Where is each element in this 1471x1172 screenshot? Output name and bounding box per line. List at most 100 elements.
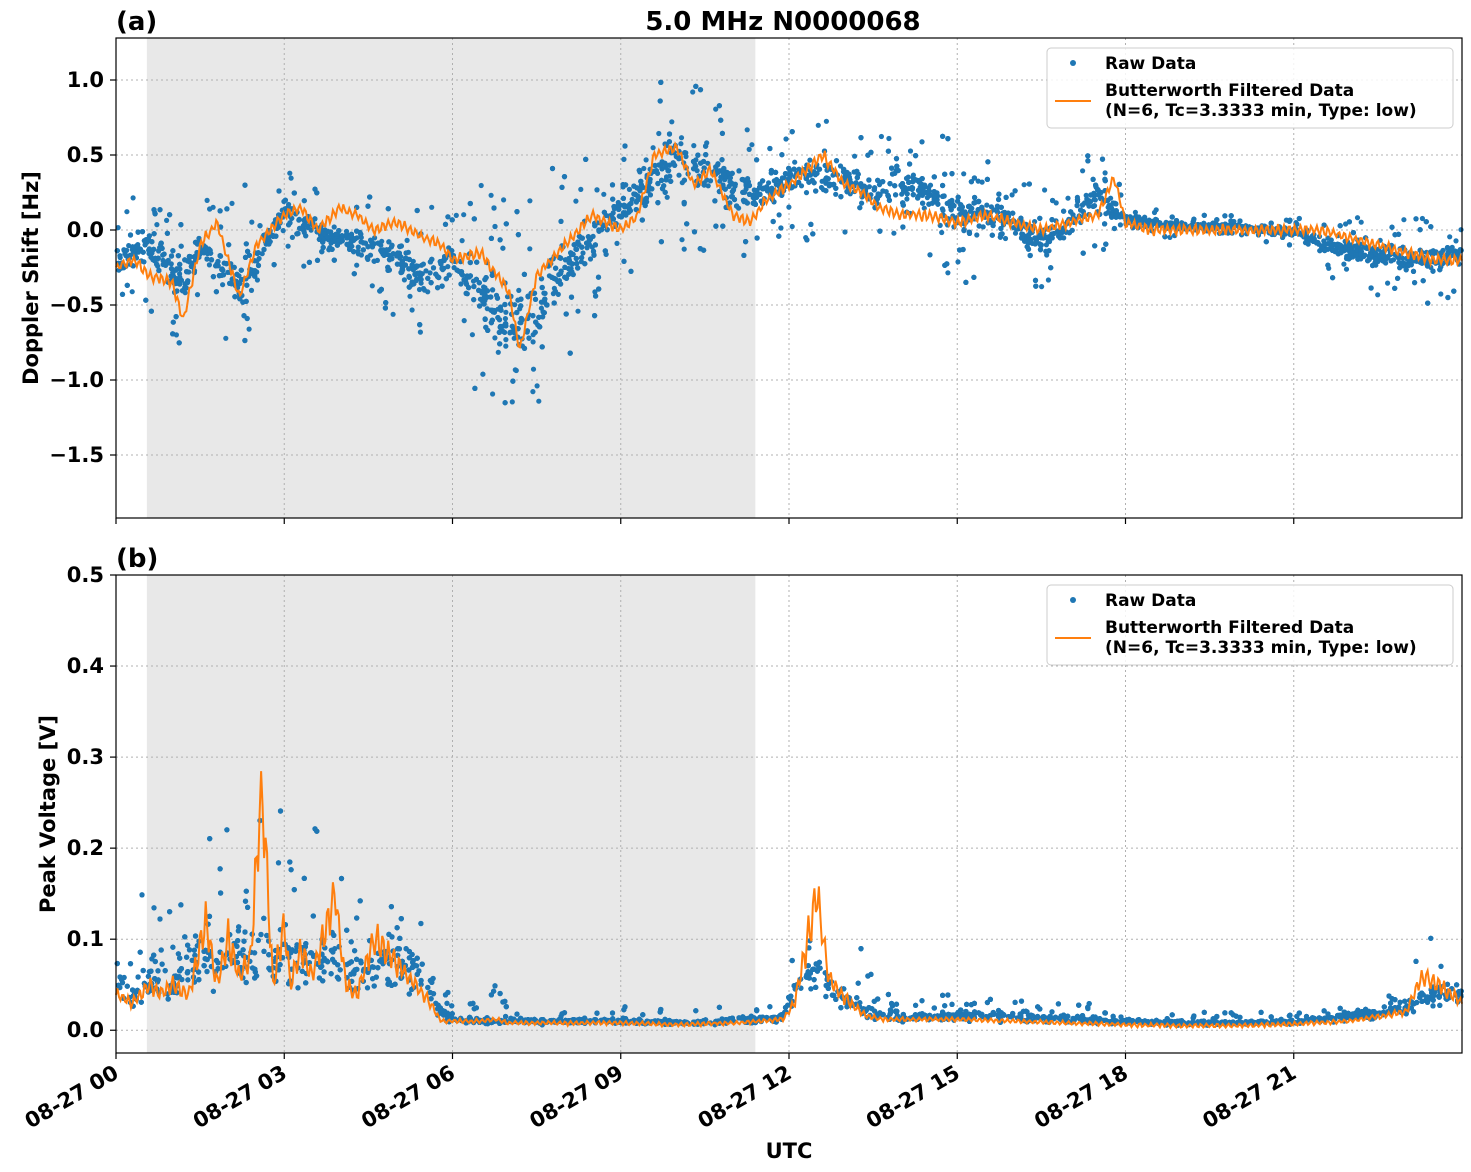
- raw-data-point: [473, 276, 479, 282]
- raw-data-point: [996, 191, 1002, 197]
- raw-data-point: [496, 317, 503, 323]
- raw-data-point: [427, 259, 433, 265]
- raw-data-point: [246, 326, 252, 332]
- raw-data-point: [1328, 243, 1334, 249]
- raw-data-point: [428, 280, 434, 286]
- raw-data-point: [503, 337, 509, 343]
- raw-data-point: [1043, 248, 1049, 254]
- raw-data-point: [544, 302, 550, 308]
- raw-data-point: [641, 165, 647, 172]
- raw-data-point: [463, 290, 469, 296]
- raw-data-point: [503, 221, 509, 227]
- raw-data-point: [285, 243, 291, 249]
- raw-data-point: [658, 239, 665, 245]
- raw-data-point: [942, 262, 948, 268]
- raw-data-point: [705, 183, 711, 189]
- raw-data-point: [539, 344, 545, 350]
- raw-data-point: [398, 243, 404, 249]
- raw-data-point: [676, 172, 682, 178]
- raw-data-point: [512, 302, 518, 308]
- raw-data-point: [594, 187, 600, 193]
- raw-data-point: [530, 339, 536, 345]
- raw-data-point: [501, 197, 507, 203]
- raw-data-point: [331, 224, 337, 230]
- raw-data-point: [719, 157, 725, 163]
- raw-data-point: [833, 158, 840, 164]
- raw-data-point: [666, 139, 673, 145]
- raw-data-point: [621, 258, 627, 264]
- raw-data-point: [287, 170, 293, 176]
- raw-data-point: [417, 329, 423, 335]
- raw-data-point: [1057, 235, 1063, 241]
- raw-data-point: [786, 165, 792, 171]
- raw-data-point: [367, 194, 373, 200]
- raw-data-point: [841, 166, 847, 172]
- raw-data-point: [254, 277, 260, 283]
- raw-data-point: [659, 177, 665, 183]
- raw-data-point: [1090, 176, 1096, 182]
- raw-data-point: [579, 255, 585, 261]
- raw-data-point: [502, 329, 508, 335]
- raw-data-point: [280, 228, 286, 234]
- raw-data-point: [372, 235, 378, 241]
- raw-data-point: [1111, 225, 1117, 232]
- raw-data-point: [477, 303, 483, 309]
- raw-data-point: [478, 182, 484, 189]
- raw-data-point: [312, 216, 318, 222]
- raw-data-point: [160, 252, 166, 258]
- raw-data-point: [666, 131, 673, 137]
- raw-data-point: [623, 182, 629, 188]
- raw-data-point: [880, 179, 886, 185]
- raw-data-point: [207, 247, 213, 253]
- raw-data-point: [540, 314, 546, 320]
- raw-data-point: [502, 301, 508, 308]
- raw-data-point: [691, 229, 698, 235]
- raw-data-point: [249, 219, 255, 225]
- raw-data-point: [351, 271, 357, 277]
- raw-data-point: [170, 248, 176, 254]
- raw-data-point: [1048, 265, 1054, 271]
- raw-data-point: [769, 185, 775, 191]
- raw-data-point: [690, 158, 697, 165]
- raw-data-point: [1438, 291, 1444, 297]
- raw-data-point: [414, 270, 420, 276]
- raw-data-point: [1412, 280, 1418, 286]
- raw-data-point: [642, 202, 648, 209]
- raw-data-point: [1090, 203, 1096, 209]
- raw-data-point: [220, 282, 226, 288]
- raw-data-point: [573, 246, 579, 252]
- raw-data-point: [601, 191, 607, 197]
- raw-data-point: [760, 178, 766, 184]
- raw-data-point: [940, 133, 946, 139]
- raw-data-point: [291, 190, 297, 196]
- raw-data-point: [418, 280, 424, 286]
- raw-data-point: [894, 163, 900, 169]
- raw-data-point: [490, 307, 496, 313]
- raw-data-point: [490, 391, 496, 397]
- raw-data-point: [553, 265, 559, 271]
- raw-data-point: [1430, 268, 1436, 274]
- raw-data-point: [681, 246, 687, 252]
- raw-data-point: [746, 146, 752, 152]
- raw-data-point: [488, 192, 494, 198]
- raw-data-point: [658, 162, 664, 168]
- raw-data-point: [852, 153, 858, 159]
- raw-data-point: [178, 222, 184, 228]
- raw-data-point: [1395, 275, 1401, 281]
- raw-data-point: [1026, 181, 1032, 187]
- raw-data-point: [719, 130, 726, 136]
- raw-data-point: [910, 192, 916, 198]
- raw-data-point: [130, 195, 136, 201]
- raw-data-point: [539, 284, 545, 291]
- raw-data-point: [404, 237, 410, 243]
- raw-data-point: [257, 223, 263, 229]
- raw-data-point: [573, 255, 579, 262]
- raw-data-point: [587, 237, 593, 243]
- raw-data-point: [521, 345, 528, 351]
- raw-data-point: [173, 314, 179, 320]
- raw-data-point: [398, 269, 404, 276]
- raw-data-point: [167, 212, 173, 218]
- raw-data-point: [418, 276, 424, 283]
- raw-data-point: [534, 383, 540, 389]
- raw-data-point: [124, 282, 130, 288]
